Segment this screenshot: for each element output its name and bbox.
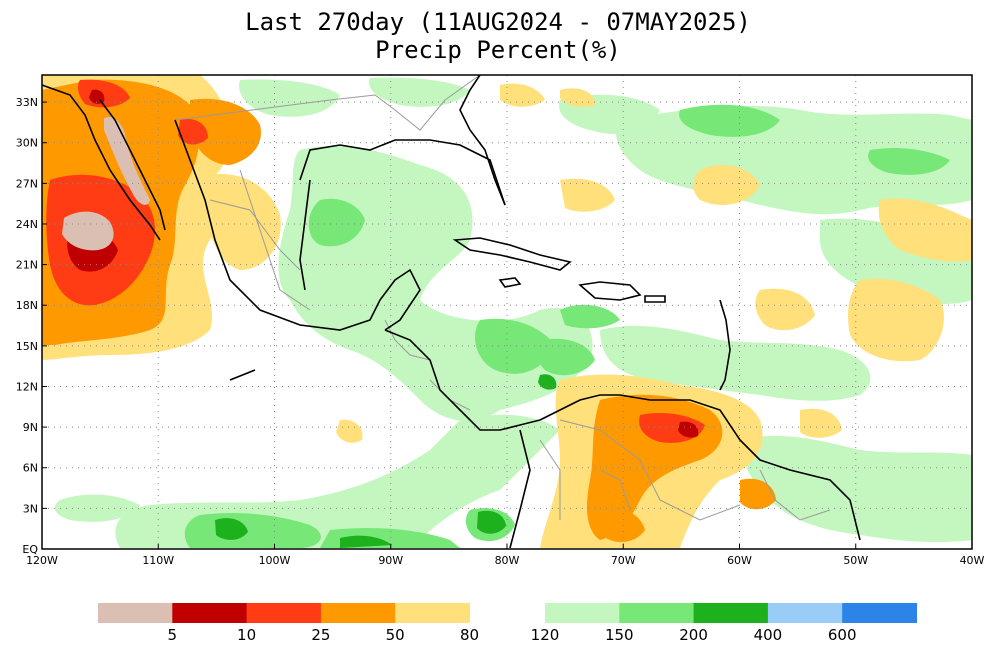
lat-tick-label: 12N (16, 380, 38, 393)
colorbar-label: 150 (605, 626, 634, 644)
lon-tick-label: 100W (259, 554, 291, 567)
wet-mid-regions (184, 104, 950, 548)
lat-tick-label: 33N (16, 96, 38, 109)
lat-tick-label: 15N (16, 340, 38, 353)
colorbar-swatch (545, 603, 620, 623)
lat-tick-label: 6N (23, 462, 38, 475)
longitude-axis: 120W 110W 100W 90W 80W 70W 60W 50W 40W (26, 544, 985, 567)
lon-tick-label: 50W (843, 554, 868, 567)
political-borders (174, 75, 831, 521)
coastlines (42, 75, 861, 549)
lon-tick-label: 110W (142, 554, 174, 567)
colorbar-label: 400 (754, 626, 783, 644)
lat-tick-label: 9N (23, 421, 38, 434)
lon-tick-label: 120W (26, 554, 58, 567)
colorbar-swatch (767, 603, 843, 623)
colorbar-swatch (98, 603, 173, 623)
colorbar-swatch (395, 603, 470, 623)
map-subtitle: Precip Percent(%) (375, 36, 621, 64)
colorbar-swatch (172, 603, 248, 623)
lat-tick-label: 18N (16, 299, 38, 312)
colorbar-label: 10 (237, 626, 256, 644)
colorbar-wet: 120 150 200 400 600 (531, 603, 917, 644)
colorbar-dry: 5 10 25 50 80 (98, 603, 479, 644)
lat-tick-label: 21N (16, 259, 38, 272)
map-title: Last 270day (11AUG2024 - 07MAY2025) (245, 8, 751, 36)
colorbar-label: 120 (531, 626, 560, 644)
lon-tick-label: 40W (960, 554, 985, 567)
colorbar-label: 600 (828, 626, 857, 644)
lon-tick-label: 60W (727, 554, 752, 567)
precip-field (42, 75, 972, 549)
lat-tick-label: 3N (23, 502, 38, 515)
wet-dark-regions (215, 374, 557, 548)
lat-tick-label: 24N (16, 218, 38, 231)
colorbar-label: 25 (311, 626, 330, 644)
colorbar-label: 80 (460, 626, 479, 644)
colorbar-label: 5 (168, 626, 178, 644)
colorbar-swatch (246, 603, 322, 623)
colorbar-swatch (619, 603, 695, 623)
colorbar-swatch (842, 603, 917, 623)
colorbar-label: 50 (386, 626, 405, 644)
colorbar-swatch (320, 603, 396, 623)
map-gridlines (42, 75, 972, 549)
colorbar-swatch (693, 603, 769, 623)
lon-tick-label: 80W (495, 554, 520, 567)
lat-tick-label: 30N (16, 137, 38, 150)
latitude-axis: 33N 30N 27N 24N 21N 18N 15N 12N 9N 6N 3N EQ (16, 96, 47, 556)
lat-tick-label: EQ (22, 543, 38, 556)
lat-tick-label: 27N (16, 177, 38, 190)
lon-tick-label: 90W (378, 554, 403, 567)
lon-tick-label: 70W (611, 554, 636, 567)
colorbar-label: 200 (679, 626, 708, 644)
